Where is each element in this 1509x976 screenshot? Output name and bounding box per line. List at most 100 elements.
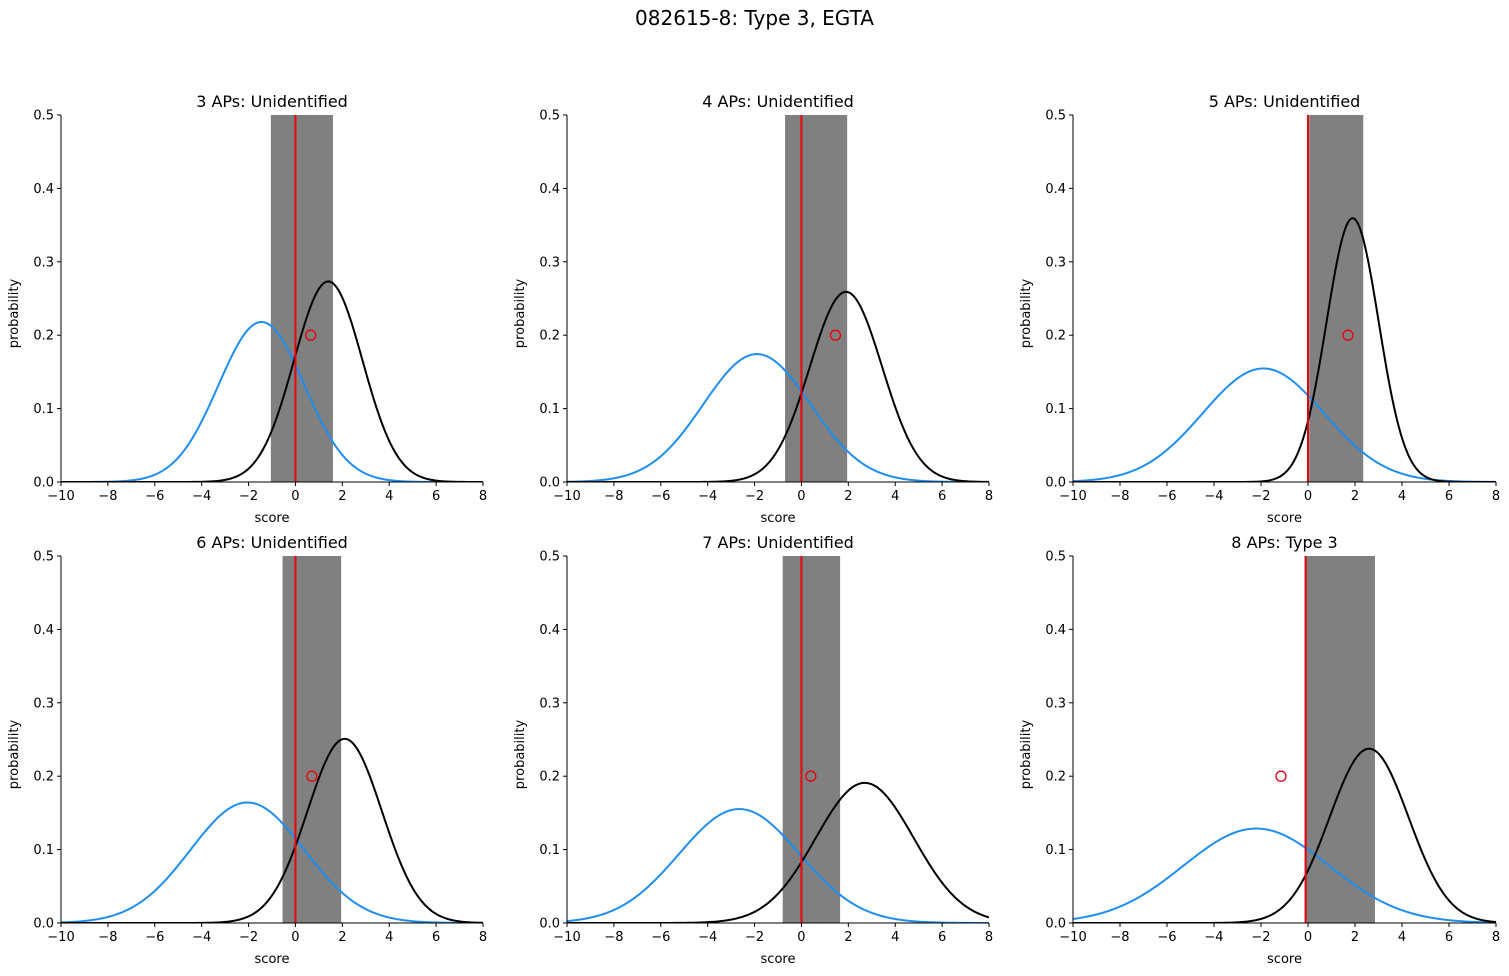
x-tick-label: −10 — [553, 489, 580, 504]
series-line-black — [61, 280, 483, 482]
x-tick-label: −8 — [604, 489, 623, 504]
marker-point — [1275, 770, 1287, 782]
x-tick-label: 8 — [479, 930, 487, 945]
x-tick-label: 6 — [432, 489, 440, 504]
subplot-title: 3 APs: Unidentified — [196, 92, 348, 111]
x-tick-label: −8 — [98, 930, 117, 945]
x-tick-label: 2 — [1351, 930, 1359, 945]
y-tick-label: 0.5 — [33, 109, 54, 124]
subplot-4: −10 −8 −6 −4 −2 0 2 4 6 8 0.0 0.1 0.2 0.3 0.4 0.5 6 APs:… — [7, 533, 487, 967]
x-tick-label: −8 — [98, 489, 117, 504]
x-tick-label: −4 — [192, 930, 211, 945]
x-tick-label: −6 — [1157, 489, 1176, 504]
subplot-5: −10 −8 −6 −4 −2 0 2 4 6 8 0.0 0.1 0.2 0.3 0.4 0.5 7 APs:… — [513, 533, 993, 967]
x-tick-label: 0 — [797, 489, 805, 504]
y-tick-label: 0.1 — [33, 402, 54, 417]
y-axis-label: probability — [1019, 279, 1034, 349]
series-line-blue — [1073, 827, 1496, 923]
x-tick-label: −10 — [47, 489, 74, 504]
x-tick-label: −2 — [745, 930, 764, 945]
y-tick-label: 0.3 — [539, 696, 560, 711]
y-tick-label: 0.3 — [33, 696, 54, 711]
x-tick-label: −8 — [604, 930, 623, 945]
x-tick-label: 0 — [1304, 489, 1312, 504]
x-tick-label: −6 — [145, 930, 164, 945]
x-tick-label: 8 — [479, 489, 487, 504]
series-line-black — [1073, 217, 1496, 482]
y-tick-label: 0.2 — [33, 770, 54, 785]
y-tick-label: 0.4 — [539, 182, 560, 197]
x-tick-label: 6 — [938, 489, 946, 504]
x-tick-label: −2 — [1251, 489, 1270, 504]
x-tick-label: −10 — [1059, 930, 1086, 945]
x-tick-label: 4 — [385, 930, 393, 945]
subplot-title: 6 APs: Unidentified — [196, 533, 348, 552]
x-tick-label: 6 — [1445, 930, 1453, 945]
y-tick-label: 0.4 — [539, 623, 560, 638]
y-tick-label: 0.1 — [33, 843, 54, 858]
x-tick-label: 2 — [844, 489, 852, 504]
x-tick-label: 6 — [938, 930, 946, 945]
x-tick-label: 0 — [291, 930, 299, 945]
y-tick-label: 0.4 — [33, 182, 54, 197]
x-tick-label: −2 — [239, 930, 258, 945]
y-tick-label: 0.2 — [539, 329, 560, 344]
x-tick-label: −10 — [553, 930, 580, 945]
y-tick-label: 0.2 — [539, 770, 560, 785]
subplot-3: −10 −8 −6 −4 −2 0 2 4 6 8 0.0 0.1 0.2 0.3 0.4 0.5 5 APs:… — [1019, 92, 1500, 526]
x-tick-label: −4 — [192, 489, 211, 504]
x-tick-label: −4 — [698, 489, 717, 504]
x-tick-label: −2 — [239, 489, 258, 504]
y-axis-label: probability — [513, 720, 528, 790]
shaded-band — [270, 115, 333, 482]
x-axis-label: score — [1267, 511, 1302, 526]
subplot-6: −10 −8 −6 −4 −2 0 2 4 6 8 0.0 0.1 0.2 0.3 0.4 0.5 8 APs:… — [1019, 533, 1500, 967]
subplot-title: 4 APs: Unidentified — [702, 92, 854, 111]
series-line-black — [61, 737, 483, 923]
shaded-band — [782, 556, 841, 923]
y-tick-label: 0.1 — [539, 843, 560, 858]
x-tick-label: −6 — [651, 489, 670, 504]
x-axis-label: score — [761, 952, 796, 967]
y-tick-label: 0.3 — [1045, 255, 1066, 270]
y-tick-label: 0.0 — [33, 476, 54, 491]
y-tick-label: 0.5 — [33, 550, 54, 565]
subplot-title: 7 APs: Unidentified — [702, 533, 854, 552]
x-tick-label: 8 — [985, 489, 993, 504]
x-tick-label: 6 — [432, 930, 440, 945]
x-tick-label: −8 — [1110, 930, 1129, 945]
x-axis-label: score — [1267, 952, 1302, 967]
x-tick-label: 6 — [1445, 489, 1453, 504]
series-line-black — [567, 781, 989, 923]
y-tick-label: 0.4 — [1045, 182, 1066, 197]
y-axis-label: probability — [513, 279, 528, 349]
x-tick-label: −6 — [651, 930, 670, 945]
y-axis-label: probability — [1019, 720, 1034, 790]
x-tick-label: −10 — [47, 930, 74, 945]
y-tick-label: 0.5 — [539, 550, 560, 565]
x-tick-label: −4 — [698, 930, 717, 945]
series-line-blue — [61, 801, 483, 923]
marker-point — [829, 329, 842, 341]
x-axis-label: score — [255, 952, 290, 967]
marker-point — [805, 770, 817, 782]
y-tick-label: 0.5 — [1045, 550, 1066, 565]
series-line-blue — [567, 353, 989, 482]
x-tick-label: 2 — [1351, 489, 1359, 504]
y-tick-label: 0.1 — [1045, 402, 1066, 417]
x-tick-label: −4 — [1204, 489, 1223, 504]
x-tick-label: 0 — [797, 930, 805, 945]
y-tick-label: 0.0 — [539, 476, 560, 491]
marker-point — [305, 329, 317, 341]
series-line-black — [1073, 747, 1496, 923]
y-tick-label: 0.5 — [1045, 109, 1066, 124]
x-tick-label: 4 — [891, 930, 899, 945]
x-tick-label: 4 — [385, 489, 393, 504]
y-tick-label: 0.2 — [1045, 770, 1066, 785]
shaded-band — [785, 115, 848, 482]
y-tick-label: 0.3 — [33, 255, 54, 270]
x-tick-label: −8 — [1110, 489, 1129, 504]
x-tick-label: −6 — [1157, 930, 1176, 945]
y-tick-label: 0.3 — [1045, 696, 1066, 711]
